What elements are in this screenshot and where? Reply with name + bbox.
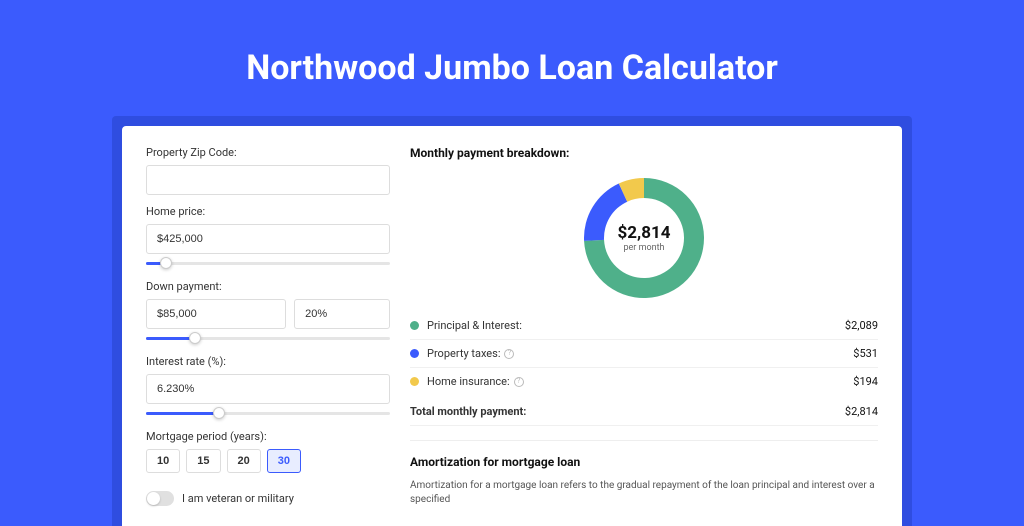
- breakdown-column: Monthly payment breakdown: $2,814 per mo…: [410, 146, 878, 526]
- down-payment-percent-input[interactable]: [294, 299, 390, 329]
- zip-input[interactable]: [146, 165, 390, 195]
- breakdown-value: $531: [853, 347, 878, 360]
- amortization-title: Amortization for mortgage loan: [410, 455, 878, 469]
- breakdown-value: $2,089: [845, 319, 878, 332]
- calculator-card: Property Zip Code: Home price: Down paym…: [122, 126, 902, 526]
- period-button-30[interactable]: 30: [267, 449, 301, 473]
- veteran-label: I am veteran or military: [182, 492, 294, 505]
- down-payment-label: Down payment:: [146, 280, 390, 293]
- breakdown-rows: Principal & Interest:$2,089Property taxe…: [410, 312, 878, 395]
- breakdown-value: $194: [853, 375, 878, 388]
- breakdown-title: Monthly payment breakdown:: [410, 146, 878, 160]
- period-button-20[interactable]: 20: [227, 449, 261, 473]
- donut-chart: $2,814 per month: [584, 178, 704, 298]
- down-payment-row: [146, 299, 390, 329]
- zip-label: Property Zip Code:: [146, 146, 390, 159]
- donut-amount: $2,814: [618, 223, 671, 243]
- breakdown-label: Home insurance:?: [427, 375, 853, 388]
- page-title: Northwood Jumbo Loan Calculator: [0, 48, 1024, 88]
- donut-sub: per month: [623, 243, 664, 253]
- slider-thumb[interactable]: [189, 332, 201, 344]
- info-icon[interactable]: ?: [514, 377, 524, 387]
- period-button-15[interactable]: 15: [186, 449, 220, 473]
- breakdown-label: Property taxes:?: [427, 347, 853, 360]
- home-price-input[interactable]: [146, 224, 390, 254]
- legend-dot: [410, 377, 419, 386]
- mortgage-period-group: 1015 2030: [146, 449, 390, 473]
- interest-rate-slider[interactable]: [146, 406, 390, 420]
- interest-rate-label: Interest rate (%):: [146, 355, 390, 368]
- info-icon[interactable]: ?: [504, 349, 514, 359]
- down-payment-slider[interactable]: [146, 331, 390, 345]
- total-label: Total monthly payment:: [410, 405, 845, 418]
- card-shadow: Property Zip Code: Home price: Down paym…: [112, 116, 912, 526]
- form-column: Property Zip Code: Home price: Down paym…: [146, 146, 390, 526]
- breakdown-row: Principal & Interest:$2,089: [410, 312, 878, 340]
- total-value: $2,814: [845, 405, 878, 418]
- veteran-toggle[interactable]: [146, 491, 174, 506]
- down-payment-amount-input[interactable]: [146, 299, 286, 329]
- amortization-section: Amortization for mortgage loan Amortizat…: [410, 440, 878, 507]
- veteran-row: I am veteran or military: [146, 491, 390, 506]
- home-price-slider[interactable]: [146, 256, 390, 270]
- donut-area: $2,814 per month: [410, 172, 878, 312]
- home-price-label: Home price:: [146, 205, 390, 218]
- period-button-10[interactable]: 10: [146, 449, 180, 473]
- breakdown-row: Home insurance:?$194: [410, 368, 878, 395]
- legend-dot: [410, 349, 419, 358]
- slider-thumb[interactable]: [213, 407, 225, 419]
- mortgage-period-label: Mortgage period (years):: [146, 430, 390, 443]
- interest-rate-input[interactable]: [146, 374, 390, 404]
- donut-center: $2,814 per month: [584, 178, 704, 298]
- breakdown-label: Principal & Interest:: [427, 319, 845, 332]
- toggle-knob: [147, 492, 160, 505]
- page: Northwood Jumbo Loan Calculator Property…: [0, 0, 1024, 512]
- legend-dot: [410, 321, 419, 330]
- amortization-text: Amortization for a mortgage loan refers …: [410, 479, 878, 507]
- slider-thumb[interactable]: [160, 257, 172, 269]
- total-row: Total monthly payment: $2,814: [410, 395, 878, 426]
- breakdown-row: Property taxes:?$531: [410, 340, 878, 368]
